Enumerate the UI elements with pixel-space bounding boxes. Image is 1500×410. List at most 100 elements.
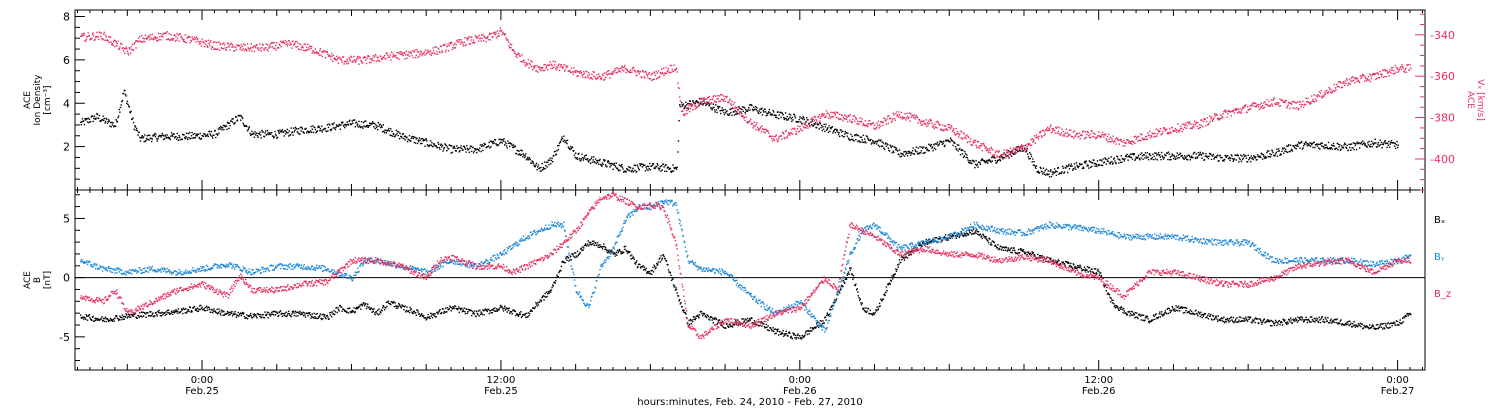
data-point [153,134,155,136]
data-point [1248,108,1251,111]
data-point [751,123,754,125]
data-point [495,143,498,146]
data-point [1157,131,1160,133]
data-point [175,309,177,311]
data-point [692,101,695,103]
data-point [337,57,339,59]
data-point [403,135,406,137]
data-point [830,127,832,130]
data-point [608,70,610,72]
data-point [86,36,89,38]
data-point [1277,150,1279,152]
data-point [1100,164,1102,166]
data-point [895,147,898,149]
data-point [1048,129,1051,131]
data-point [1134,158,1137,160]
data-point [845,115,847,117]
data-point [1184,124,1186,126]
data-point [250,47,252,49]
data-point [1192,126,1194,128]
data-point [1327,91,1330,93]
data-point [232,118,234,120]
data-point [219,128,221,130]
data-point [129,316,132,318]
data-point [1298,107,1300,110]
data-point [1033,164,1036,166]
data-point [837,131,839,133]
data-point [199,42,201,45]
data-point [1177,157,1179,159]
data-point [118,108,120,111]
data-point [482,34,484,36]
data-point [954,142,956,144]
data-point [1052,173,1054,176]
data-point [84,118,86,120]
data-point [437,141,439,144]
data-point [486,37,488,39]
data-point [607,160,609,162]
data-point [866,123,868,126]
data-point [1111,138,1113,140]
data-point [891,120,893,122]
data-point [813,120,815,122]
data-point [1322,146,1325,148]
data-point [145,139,147,141]
data-point [505,145,508,147]
data-point [395,54,397,57]
data-point [603,159,605,161]
data-point [235,316,238,318]
data-point [134,40,137,42]
data-point [1037,136,1039,139]
data-point [1294,147,1296,149]
data-point [1046,173,1048,175]
data-point [397,52,399,54]
data-point [382,131,384,133]
data-point [292,127,295,129]
data-point [1164,128,1166,130]
data-point [1042,167,1045,169]
data-point [225,49,228,51]
data-point [268,47,270,49]
data-point [764,111,767,113]
data-point [1144,157,1146,159]
data-point [1409,64,1411,66]
data-point [1239,108,1241,110]
data-point [354,59,356,61]
data-point [177,310,179,312]
data-point [285,130,287,133]
data-point [640,76,642,78]
data-point [535,70,538,72]
data-point [90,116,92,118]
data-point [479,147,481,149]
data-point [1273,98,1275,100]
data-point [137,134,139,136]
data-point [360,126,362,128]
data-point [1161,155,1163,157]
data-point [986,149,988,152]
data-point [315,131,317,134]
data-point [232,46,234,48]
data-point [166,31,168,33]
data-point [451,151,454,154]
data-point [154,135,157,138]
data-point [95,35,97,38]
data-point [197,133,200,135]
data-point [997,159,1000,161]
data-point [1272,99,1274,101]
data-point [894,119,896,121]
data-point [713,106,715,109]
data-point [1175,155,1178,157]
data-point [1324,91,1326,94]
data-point [1292,107,1294,109]
data-point [867,137,869,139]
data-point [284,133,287,135]
data-point [722,98,724,101]
data-point [183,134,185,136]
data-point [407,54,409,56]
data-point [98,38,100,41]
data-point [827,131,830,133]
data-point [1354,142,1356,145]
data-point [289,134,292,136]
data-point [221,311,223,313]
data-point [748,107,750,109]
